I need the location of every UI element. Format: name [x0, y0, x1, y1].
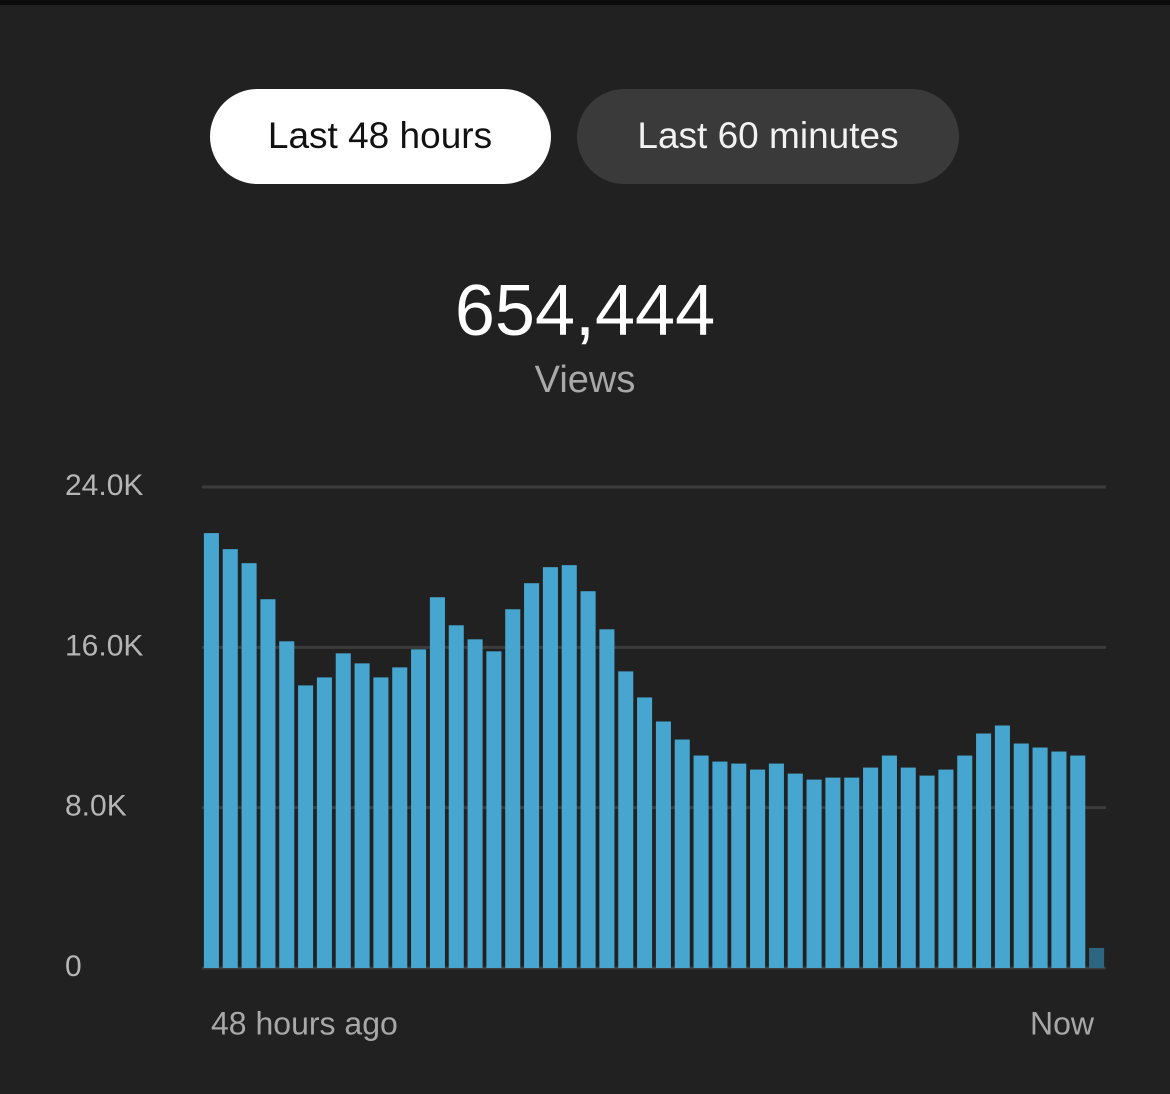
y-tick-label: 8.0K	[65, 790, 127, 823]
bar	[203, 533, 219, 968]
bar	[844, 777, 860, 968]
bar	[411, 649, 427, 968]
bar	[1013, 743, 1029, 968]
tab-background[interactable]	[577, 89, 959, 184]
bar	[618, 671, 634, 968]
bar	[731, 763, 747, 968]
bar	[1051, 751, 1067, 968]
bar	[825, 777, 841, 968]
bar	[392, 667, 408, 968]
bar	[768, 763, 784, 968]
top-edge	[0, 0, 1170, 5]
bar	[561, 565, 577, 968]
total-views: 654,444	[455, 271, 715, 351]
bar	[693, 755, 709, 968]
bar	[335, 653, 351, 968]
x-end-label: Now	[1030, 1005, 1095, 1041]
tab-48h[interactable]: Last 48 hours	[210, 89, 551, 184]
bar	[316, 677, 332, 968]
bar	[599, 629, 615, 968]
tab-label[interactable]: Last 48 hours	[268, 115, 492, 156]
bar	[881, 755, 897, 968]
bar	[260, 599, 276, 968]
bar	[448, 625, 464, 968]
bar	[241, 563, 257, 968]
bar	[1089, 947, 1105, 968]
bar	[637, 697, 653, 968]
bar	[1070, 755, 1086, 968]
bar	[429, 597, 445, 968]
tab-label[interactable]: Last 60 minutes	[637, 115, 898, 156]
tab-background[interactable]	[210, 89, 551, 184]
bar	[994, 725, 1010, 968]
bar	[524, 583, 540, 968]
y-tick-label: 16.0K	[65, 629, 143, 662]
bar	[467, 639, 483, 968]
bar	[750, 769, 766, 968]
bar	[354, 663, 370, 968]
bar	[900, 767, 916, 968]
x-start-label: 48 hours ago	[211, 1005, 398, 1041]
bar	[486, 651, 502, 968]
tab-60m[interactable]: Last 60 minutes	[577, 89, 959, 184]
bar	[919, 775, 935, 968]
bar	[787, 773, 803, 968]
bar	[505, 609, 521, 968]
bar	[938, 769, 954, 968]
bar	[863, 767, 879, 968]
bar	[957, 755, 973, 968]
bar	[674, 739, 690, 968]
bar	[222, 549, 238, 968]
bar	[542, 567, 558, 968]
bar	[279, 641, 295, 968]
bar	[1032, 747, 1048, 968]
y-tick-label: 0	[65, 950, 82, 983]
bar	[806, 779, 822, 968]
bar	[976, 733, 992, 968]
y-tick-label: 24.0K	[65, 469, 143, 502]
total-label: Views	[535, 359, 636, 401]
bar	[580, 591, 596, 968]
bar	[373, 677, 389, 968]
bar	[655, 721, 671, 968]
bar	[712, 761, 728, 968]
bar	[298, 685, 314, 968]
